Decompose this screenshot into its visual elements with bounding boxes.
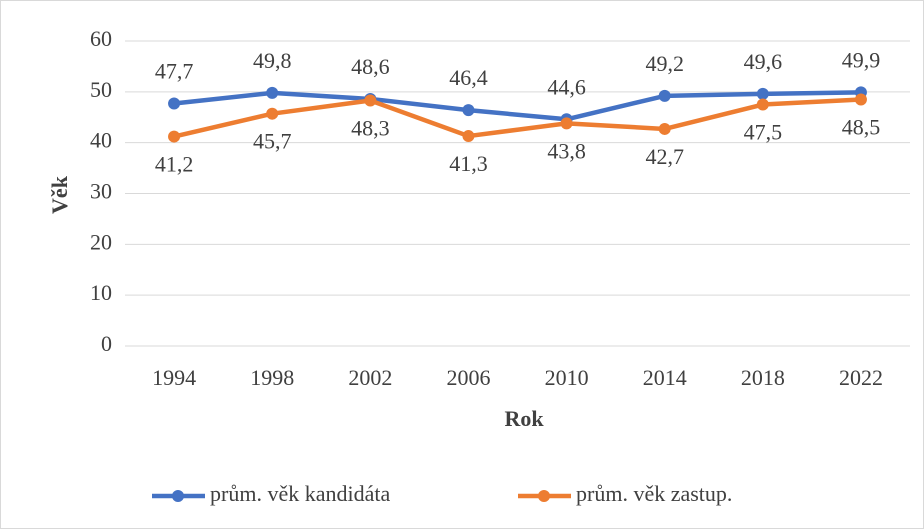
- data-label: 49,9: [842, 47, 881, 72]
- legend-marker: [172, 490, 184, 502]
- data-label: 43,8: [547, 138, 586, 163]
- point: [462, 104, 475, 117]
- data-label: 47,5: [744, 120, 783, 145]
- x-tick-label: 1998: [250, 365, 294, 390]
- data-label: 46,4: [449, 65, 488, 90]
- series-line: [173, 97, 862, 139]
- point: [364, 94, 377, 107]
- legend-label: prům. věk kandidáta: [210, 481, 390, 506]
- y-tick-label: 60: [90, 26, 112, 51]
- data-label: 49,2: [645, 51, 684, 76]
- data-label: 48,3: [351, 116, 390, 141]
- data-label: 41,2: [155, 152, 194, 177]
- x-axis-title: Rok: [504, 406, 544, 431]
- point: [658, 122, 671, 135]
- point: [854, 93, 867, 106]
- x-tick-label: 1994: [152, 365, 196, 390]
- y-tick-label: 40: [90, 128, 112, 153]
- point: [168, 97, 181, 110]
- y-tick-label: 20: [90, 229, 112, 254]
- data-label: 42,7: [645, 144, 684, 169]
- point: [266, 107, 279, 120]
- legend-label: prům. věk zastup.: [576, 481, 732, 506]
- data-label: 44,6: [547, 74, 586, 99]
- point: [658, 89, 671, 102]
- data-label: 49,8: [253, 48, 292, 73]
- data-label: 41,3: [449, 151, 488, 176]
- y-tick-label: 30: [90, 179, 112, 204]
- point: [756, 87, 769, 100]
- x-tick-label: 2002: [348, 365, 392, 390]
- point: [168, 130, 181, 143]
- legend-marker: [538, 490, 550, 502]
- x-tick-label: 2014: [643, 365, 687, 390]
- x-tick-label: 2018: [741, 365, 785, 390]
- y-tick-label: 10: [90, 280, 112, 305]
- x-tick-label: 2022: [839, 365, 883, 390]
- x-tick-label: 2010: [545, 365, 589, 390]
- x-tick-label: 2006: [446, 365, 490, 390]
- y-axis-title: Věk: [47, 175, 72, 214]
- data-label: 48,5: [842, 115, 881, 140]
- data-label: 48,6: [351, 54, 390, 79]
- y-tick-label: 50: [90, 77, 112, 102]
- data-label: 45,7: [253, 129, 292, 154]
- point: [756, 98, 769, 111]
- point: [266, 86, 279, 99]
- point: [462, 130, 475, 143]
- data-label: 49,6: [744, 49, 783, 74]
- point: [560, 117, 573, 130]
- y-tick-label: 0: [101, 331, 112, 356]
- series-line: [173, 90, 861, 122]
- data-label: 47,7: [155, 59, 194, 84]
